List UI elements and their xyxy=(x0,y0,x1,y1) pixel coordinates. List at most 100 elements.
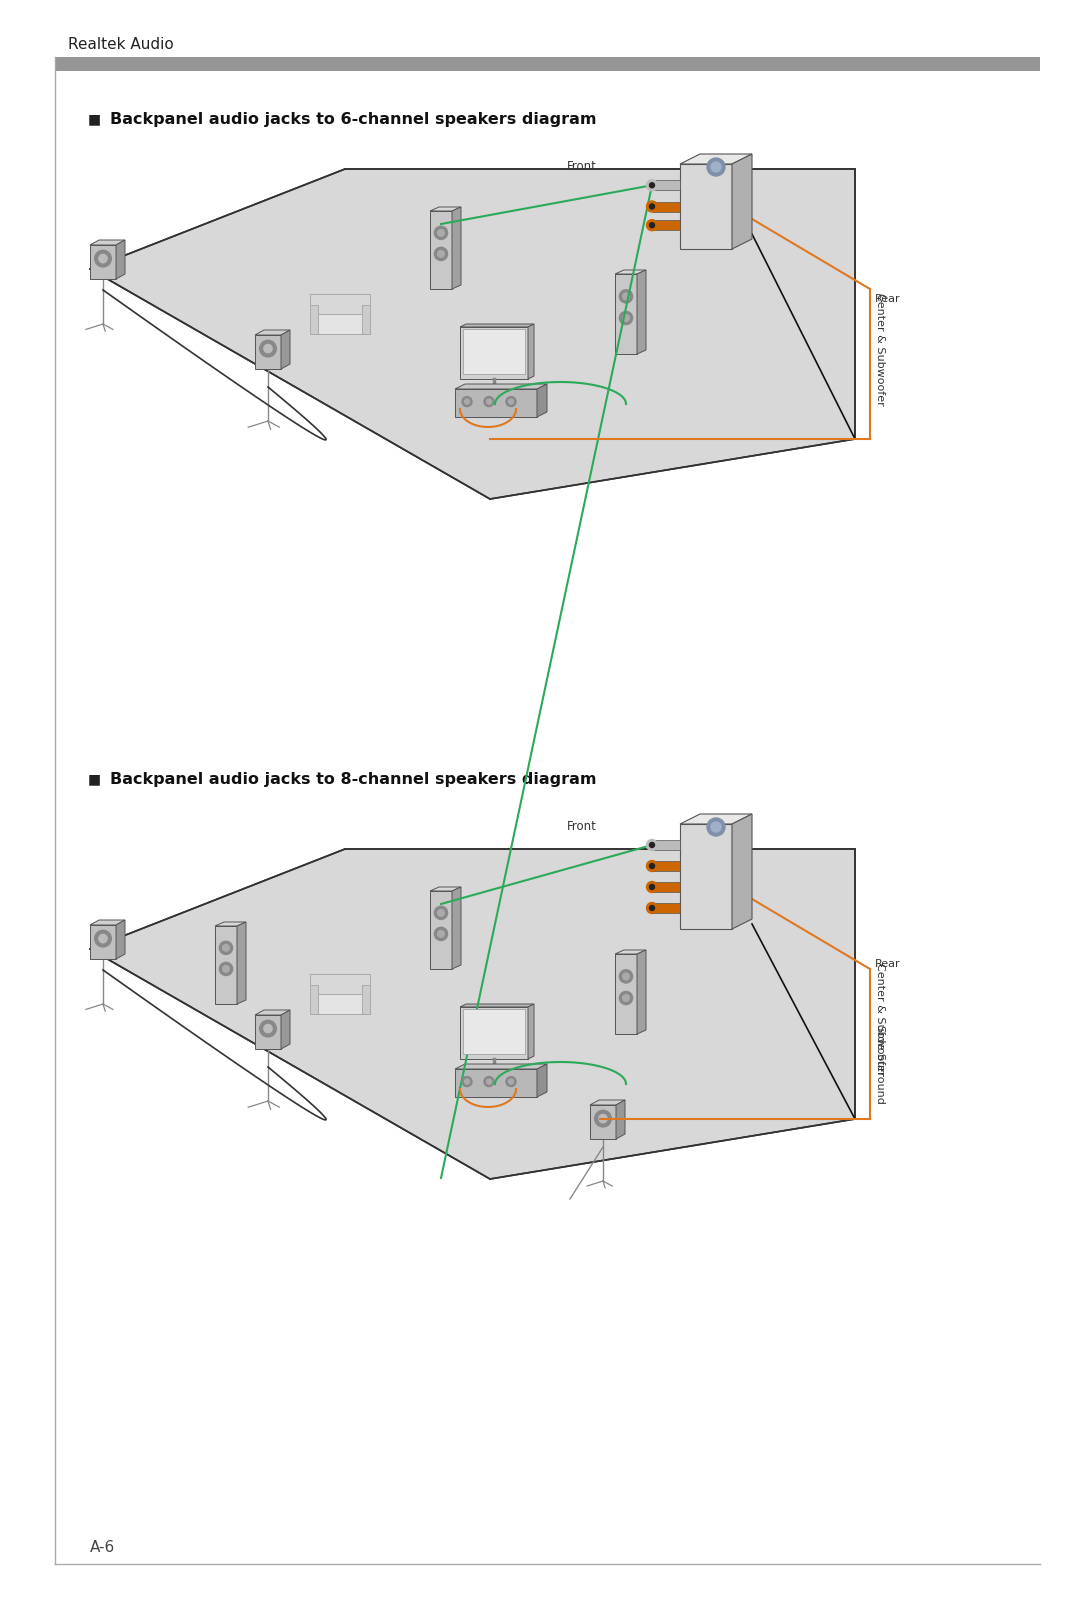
Circle shape xyxy=(620,970,633,983)
Polygon shape xyxy=(90,244,116,278)
Polygon shape xyxy=(55,57,1040,71)
Polygon shape xyxy=(281,1010,291,1049)
Polygon shape xyxy=(430,890,453,970)
Text: A-6: A-6 xyxy=(90,1540,116,1554)
Circle shape xyxy=(649,842,654,847)
Polygon shape xyxy=(680,164,732,249)
Polygon shape xyxy=(255,335,281,369)
Circle shape xyxy=(219,962,232,976)
Polygon shape xyxy=(537,384,546,418)
Polygon shape xyxy=(430,207,461,210)
Circle shape xyxy=(507,1077,516,1086)
Polygon shape xyxy=(430,210,453,290)
Polygon shape xyxy=(652,882,680,892)
Polygon shape xyxy=(310,306,318,334)
Polygon shape xyxy=(652,861,680,871)
Circle shape xyxy=(647,220,658,230)
Circle shape xyxy=(649,223,654,228)
Circle shape xyxy=(649,183,654,188)
Polygon shape xyxy=(732,154,752,249)
Polygon shape xyxy=(732,814,752,929)
Circle shape xyxy=(623,994,630,1001)
Polygon shape xyxy=(281,330,291,369)
Circle shape xyxy=(484,397,494,406)
Circle shape xyxy=(464,1080,470,1085)
Polygon shape xyxy=(310,975,370,994)
Polygon shape xyxy=(615,270,646,274)
Polygon shape xyxy=(90,848,855,1179)
Circle shape xyxy=(222,965,229,971)
Text: Front: Front xyxy=(567,160,597,173)
Polygon shape xyxy=(362,306,370,334)
Polygon shape xyxy=(615,954,637,1035)
Text: Center & Subwoofer: Center & Subwoofer xyxy=(875,963,885,1075)
Polygon shape xyxy=(90,920,125,924)
Circle shape xyxy=(264,1025,272,1033)
Polygon shape xyxy=(637,950,646,1035)
Polygon shape xyxy=(460,327,528,379)
Circle shape xyxy=(434,907,447,920)
Circle shape xyxy=(620,290,633,303)
Circle shape xyxy=(437,230,444,236)
Polygon shape xyxy=(90,924,116,958)
Polygon shape xyxy=(616,1099,625,1140)
Circle shape xyxy=(711,162,721,172)
Polygon shape xyxy=(652,220,680,230)
Polygon shape xyxy=(215,921,246,926)
Circle shape xyxy=(649,884,654,889)
Text: Front: Front xyxy=(567,819,597,834)
Polygon shape xyxy=(455,1069,537,1098)
Circle shape xyxy=(649,905,654,910)
Polygon shape xyxy=(637,270,646,355)
Circle shape xyxy=(437,910,444,916)
Polygon shape xyxy=(615,274,637,355)
Polygon shape xyxy=(455,1064,546,1069)
Circle shape xyxy=(222,944,229,950)
Polygon shape xyxy=(463,1009,525,1054)
Circle shape xyxy=(434,248,447,261)
Circle shape xyxy=(509,1080,513,1085)
Polygon shape xyxy=(237,921,246,1004)
Circle shape xyxy=(647,840,658,850)
Polygon shape xyxy=(310,314,370,334)
Circle shape xyxy=(99,254,107,262)
Circle shape xyxy=(437,251,444,257)
Polygon shape xyxy=(590,1106,616,1140)
Polygon shape xyxy=(482,1073,508,1077)
Polygon shape xyxy=(255,330,291,335)
Polygon shape xyxy=(310,994,370,1013)
Text: Rear: Rear xyxy=(875,958,901,970)
Circle shape xyxy=(462,397,472,406)
Polygon shape xyxy=(537,1064,546,1098)
Circle shape xyxy=(434,227,447,240)
Circle shape xyxy=(464,400,470,405)
Circle shape xyxy=(259,1020,276,1036)
Polygon shape xyxy=(116,920,125,958)
Polygon shape xyxy=(453,887,461,970)
Circle shape xyxy=(434,928,447,941)
Polygon shape xyxy=(652,201,680,212)
Polygon shape xyxy=(453,207,461,290)
Polygon shape xyxy=(460,1007,528,1059)
Text: Rear: Rear xyxy=(875,295,901,304)
Circle shape xyxy=(484,1077,494,1086)
Polygon shape xyxy=(460,324,534,327)
Circle shape xyxy=(437,931,444,937)
Circle shape xyxy=(486,400,491,405)
Circle shape xyxy=(711,822,721,832)
Circle shape xyxy=(95,251,111,267)
Polygon shape xyxy=(455,384,546,389)
Circle shape xyxy=(707,818,725,835)
Polygon shape xyxy=(90,168,855,499)
Polygon shape xyxy=(680,154,752,164)
Circle shape xyxy=(647,881,658,892)
Polygon shape xyxy=(362,986,370,1013)
Circle shape xyxy=(462,1077,472,1086)
Circle shape xyxy=(219,941,232,955)
Circle shape xyxy=(707,159,725,176)
Circle shape xyxy=(509,400,513,405)
Polygon shape xyxy=(680,824,732,929)
Circle shape xyxy=(649,204,654,209)
Polygon shape xyxy=(310,295,370,314)
Polygon shape xyxy=(460,1004,534,1007)
